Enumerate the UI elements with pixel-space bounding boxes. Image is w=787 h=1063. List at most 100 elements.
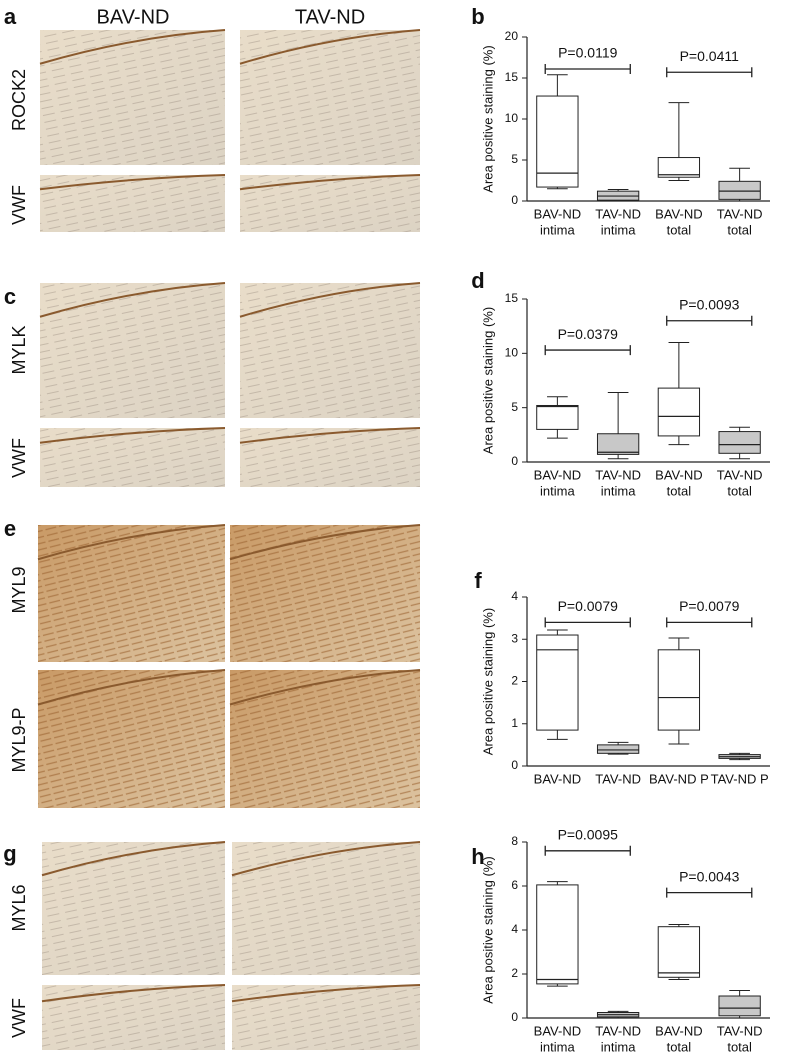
x-tick-label: TAV-ND: [717, 467, 763, 482]
p-value: P=0.0079: [679, 598, 740, 614]
tissue-edge: [39, 427, 226, 444]
tissue-texture: [230, 525, 420, 662]
x-tick-label: TAV-ND: [595, 1023, 641, 1038]
tissue-edge: [37, 669, 226, 706]
box: [718, 995, 761, 1017]
p-value: P=0.0119: [558, 45, 618, 61]
tissue-texture: [38, 670, 225, 808]
x-tick-label: BAV-ND P: [649, 771, 709, 786]
x-tick-label: intima: [540, 222, 575, 237]
y-tick-label: 15: [505, 70, 519, 84]
x-tick-label: total: [727, 222, 752, 237]
y-axis-label: Area positive staining (%): [480, 856, 495, 1003]
p-value: P=0.0379: [558, 326, 619, 342]
tissue-texture: [40, 428, 225, 487]
x-tick-label: BAV-ND: [534, 771, 581, 786]
tissue-edge: [37, 524, 226, 561]
y-tick-label: 3: [511, 631, 518, 645]
y-tick-label: 4: [511, 589, 518, 603]
x-tick-label: TAV-ND: [717, 1023, 763, 1038]
tissue-texture: [42, 842, 225, 975]
tissue-texture: [240, 30, 420, 165]
tissue-texture: [42, 985, 225, 1050]
x-tick-label: intima: [601, 483, 636, 498]
significance-bracket: [544, 617, 631, 628]
tissue-texture: [40, 30, 225, 165]
row-label: MYL6: [9, 884, 29, 931]
y-tick-label: 8: [511, 834, 518, 848]
y-tick-label: 10: [505, 346, 519, 360]
row-label: MYLK: [9, 325, 29, 374]
significance-bracket: [666, 617, 753, 628]
x-tick-label: TAV-ND: [717, 206, 763, 221]
tissue-texture: [40, 175, 225, 232]
x-tick-label: total: [727, 1039, 752, 1054]
significance-bracket: [666, 887, 753, 898]
tissue-edge: [239, 29, 421, 65]
x-tick-label: total: [667, 1039, 692, 1054]
x-tick-label: total: [667, 483, 692, 498]
box: [596, 433, 640, 455]
y-tick-label: 1: [511, 716, 518, 730]
panel-letter: d: [471, 268, 484, 293]
box: [536, 404, 579, 430]
x-tick-label: intima: [540, 483, 575, 498]
significance-bracket: [666, 315, 753, 326]
y-tick-label: 2: [511, 966, 518, 980]
x-tick-label: BAV-ND: [655, 1023, 702, 1038]
box: [536, 884, 579, 985]
tissue-texture: [232, 842, 420, 975]
box: [536, 634, 579, 731]
box: [657, 926, 701, 978]
box: [657, 157, 701, 178]
significance-bracket: [666, 67, 753, 78]
x-tick-label: intima: [540, 1039, 575, 1054]
panel-letter: h: [471, 844, 484, 869]
x-tick-label: TAV-ND: [595, 467, 641, 482]
tissue-edge: [231, 984, 421, 1003]
row-label: VWF: [9, 185, 29, 225]
tissue-edge: [39, 29, 226, 65]
x-tick-label: BAV-ND: [534, 467, 581, 482]
tissue-texture: [240, 175, 420, 232]
tissue-texture: [38, 525, 225, 662]
y-tick-label: 20: [505, 29, 519, 43]
p-value: P=0.0079: [558, 598, 619, 614]
panel-letter: a: [4, 4, 17, 29]
y-tick-label: 15: [505, 291, 519, 305]
p-value: P=0.0093: [679, 296, 740, 312]
significance-bracket: [544, 845, 631, 856]
panel-letter: c: [4, 284, 16, 309]
tissue-edge: [239, 282, 421, 318]
column-header: TAV-ND: [295, 6, 365, 28]
p-value: P=0.0043: [679, 868, 740, 884]
panel-letter: g: [3, 841, 16, 866]
histology-images: [37, 29, 421, 1050]
y-axis-label: Area positive staining (%): [480, 45, 495, 192]
row-label: VWF: [9, 438, 29, 478]
box: [657, 387, 701, 437]
p-value: P=0.0095: [558, 827, 619, 843]
row-label: MYL9-P: [9, 707, 29, 772]
y-tick-label: 0: [511, 193, 518, 207]
tissue-texture: [40, 283, 225, 418]
x-tick-label: TAV-ND: [595, 771, 641, 786]
column-header: BAV-ND: [97, 6, 170, 28]
row-label: VWF: [9, 998, 29, 1038]
y-tick-label: 10: [505, 111, 519, 125]
tissue-texture: [232, 985, 420, 1050]
tissue-edge: [239, 427, 421, 444]
y-tick-label: 6: [511, 878, 518, 892]
tissue-edge: [229, 669, 421, 706]
x-tick-label: BAV-ND: [655, 206, 702, 221]
row-label: MYL9: [9, 566, 29, 613]
box: [657, 649, 701, 731]
panel-letter: e: [4, 516, 16, 541]
tissue-edge: [229, 524, 421, 561]
y-tick-label: 0: [511, 454, 518, 468]
tissue-texture: [240, 283, 420, 418]
tissue-edge: [41, 841, 226, 877]
significance-bracket: [544, 63, 631, 74]
y-tick-label: 0: [511, 1010, 518, 1024]
tissue-texture: [230, 670, 420, 808]
